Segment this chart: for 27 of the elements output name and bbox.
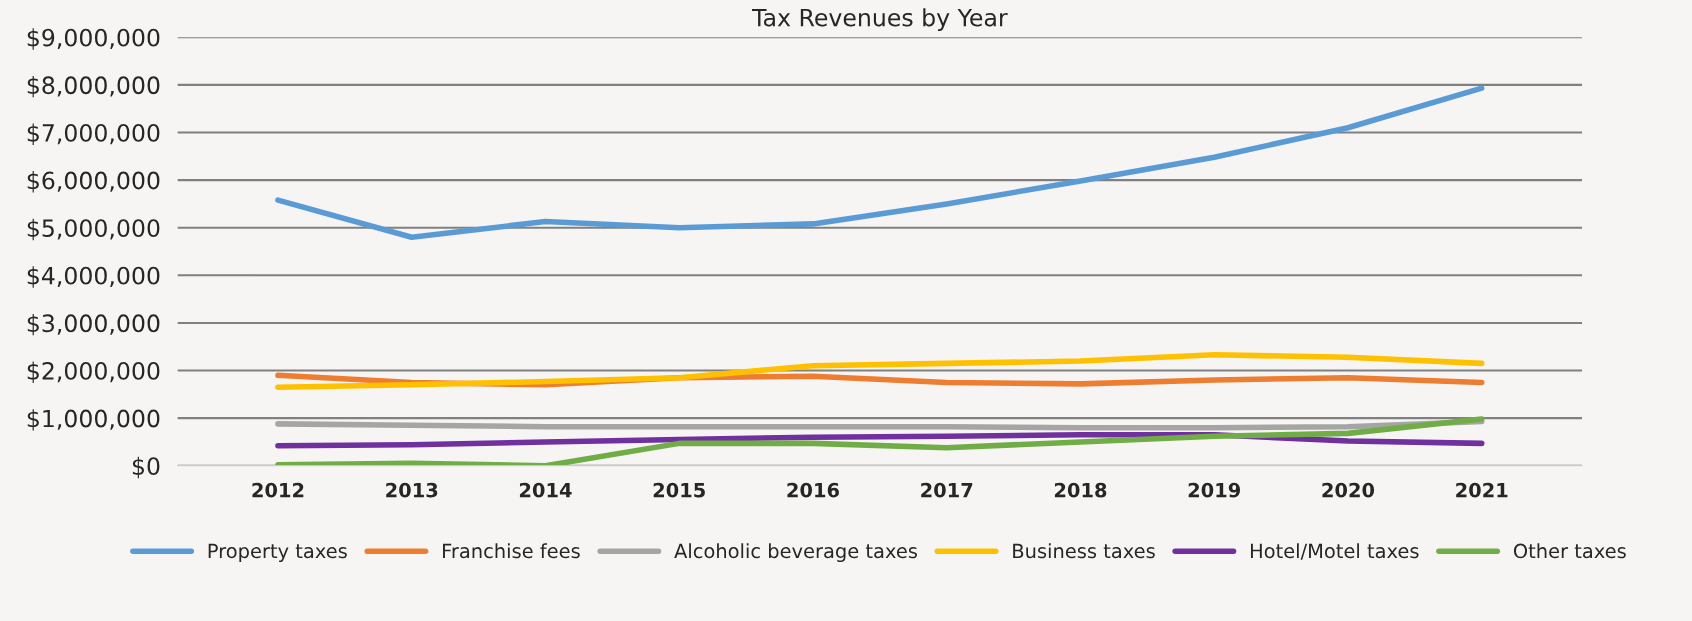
y-tick-label: $0 xyxy=(132,456,160,479)
y-tick-label: $8,000,000 xyxy=(27,75,160,98)
y-tick-label: $6,000,000 xyxy=(27,171,160,193)
legend-label: Other taxes xyxy=(1513,543,1626,559)
legend-label: Hotel/Motel taxes xyxy=(1250,543,1419,560)
x-tick-label: 2019 xyxy=(1188,482,1241,498)
y-tick-label: $4,000,000 xyxy=(27,266,160,288)
x-tick-label: 2014 xyxy=(519,482,572,498)
y-tick-label: $9,000,000 xyxy=(27,28,160,50)
y-tick-label: $1,000,000 xyxy=(27,409,160,431)
x-tick-label: 2017 xyxy=(921,482,973,498)
x-tick-label: 2015 xyxy=(653,482,705,498)
x-tick-label: 2021 xyxy=(1456,482,1508,498)
y-tick-label: $7,000,000 xyxy=(27,123,160,145)
chart-title: Tax Revenues by Year xyxy=(751,8,1008,32)
x-tick-label: 2012 xyxy=(252,482,304,498)
legend-label: Alcoholic beverage taxes xyxy=(674,543,917,563)
legend-label: Business taxes xyxy=(1013,543,1155,559)
y-tick-label: $3,000,000 xyxy=(27,313,160,336)
x-tick-label: 2018 xyxy=(1054,482,1107,498)
legend-label: Property taxes xyxy=(208,543,347,563)
y-tick-label: $5,000,000 xyxy=(27,218,160,241)
legend-label: Franchise fees xyxy=(443,543,580,559)
x-tick-label: 2020 xyxy=(1322,482,1375,498)
x-tick-label: 2016 xyxy=(787,482,839,498)
y-tick-label: $2,000,000 xyxy=(27,361,160,383)
x-tick-label: 2013 xyxy=(386,482,438,498)
